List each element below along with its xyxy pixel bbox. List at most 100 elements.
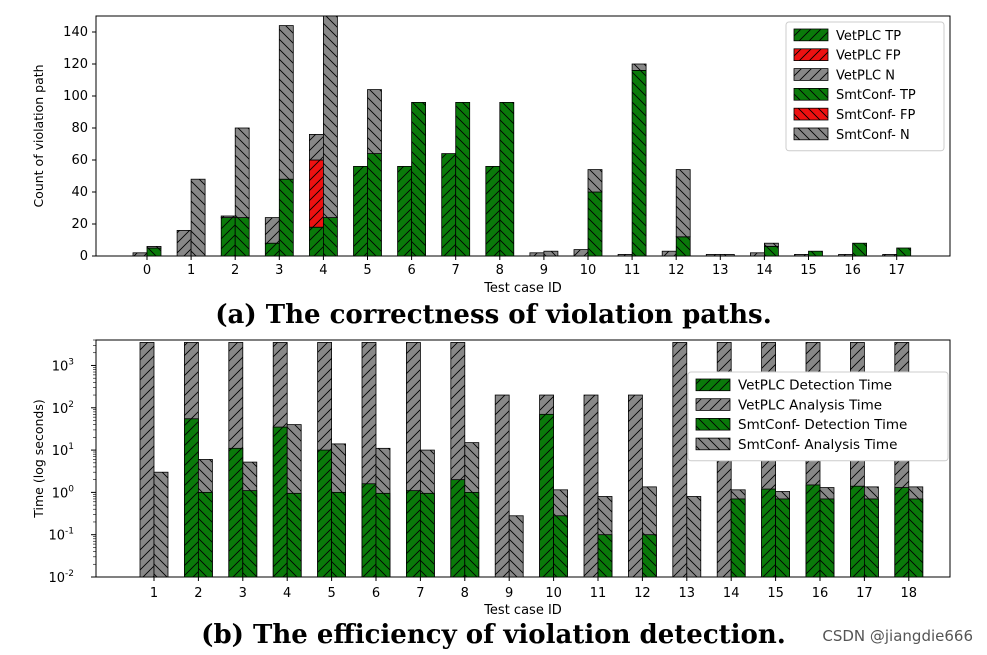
bar-b-vetplc-detection-hatch — [539, 414, 554, 577]
bar-b-smtconf-detection-hatch — [242, 490, 257, 577]
bar-a-smtconf-hatch — [323, 16, 338, 218]
x-tick-label-a: 13 — [712, 263, 729, 278]
x-tick-label-a: 11 — [624, 263, 641, 278]
legend-swatch-hatch — [794, 68, 828, 81]
bar-b-vetplc-detection-hatch — [362, 483, 376, 577]
y-tick-label-b: 101 — [52, 442, 74, 459]
legend-swatch-hatch — [794, 88, 828, 101]
bar-b-smtconf-analysis-hatch — [154, 472, 168, 577]
y-tick-label-a: 80 — [71, 121, 88, 136]
y-tick-label-a: 40 — [71, 185, 88, 200]
bar-b-vetplc-detection-hatch — [894, 487, 909, 577]
legend-label: VetPLC FP — [836, 49, 901, 64]
legend-swatch-hatch — [794, 128, 828, 140]
bar-b-vetplc-detection-hatch — [850, 486, 865, 577]
bar-b-vetplc-analysis-hatch — [584, 395, 598, 577]
x-tick-label-b: 15 — [767, 586, 784, 601]
bar-b-smtconf-detection-hatch — [420, 493, 435, 577]
bar-a-vetplc-hatch — [838, 254, 853, 256]
y-tick-label-a: 100 — [63, 89, 88, 104]
bar-a-smtconf-hatch — [367, 153, 382, 256]
legend-swatch-hatch — [696, 438, 730, 450]
bar-b-smtconf-analysis-hatch — [509, 515, 524, 577]
legend-swatch-hatch — [794, 29, 828, 41]
bar-b-smtconf-analysis-hatch — [686, 496, 701, 577]
bar-a-smtconf-hatch — [632, 64, 647, 71]
bar-a-smtconf-hatch — [147, 248, 161, 256]
bar-b-vetplc-detection-hatch — [761, 489, 776, 577]
bar-b-smtconf-detection-hatch — [908, 498, 923, 577]
bar-a-smtconf-hatch — [323, 217, 338, 256]
bar-a-vetplc-hatch — [265, 217, 280, 244]
x-axis-label-a: Test case ID — [483, 281, 562, 296]
x-tick-label-a: 9 — [540, 263, 548, 278]
bar-a-smtconf-hatch — [588, 169, 602, 192]
bar-a-smtconf-hatch — [764, 246, 779, 256]
x-tick-label-a: 17 — [888, 263, 905, 278]
bar-b-smtconf-detection-hatch — [553, 515, 568, 577]
bar-a-vetplc-hatch — [265, 243, 280, 256]
x-tick-label-b: 11 — [590, 586, 607, 601]
bar-b-vetplc-analysis-hatch — [140, 342, 154, 577]
legend-label: SmtConf- TP — [836, 88, 916, 103]
bar-a-vetplc-hatch — [706, 254, 721, 256]
bar-b-vetplc-detection-hatch — [406, 490, 421, 577]
x-tick-label-b: 10 — [545, 586, 562, 601]
legend-label: SmtConf- Analysis Time — [738, 437, 897, 453]
legend-label: SmtConf- FP — [836, 108, 915, 123]
legend-label: SmtConf- Detection Time — [738, 417, 907, 433]
y-tick-label-b: 10-1 — [48, 527, 74, 544]
legend-swatch-hatch — [696, 398, 730, 411]
bar-a-smtconf-hatch — [235, 128, 250, 218]
bar-a-smtconf-hatch — [279, 25, 294, 180]
bar-b-smtconf-detection-hatch — [731, 498, 746, 577]
x-tick-label-a: 12 — [668, 263, 685, 278]
x-tick-label-b: 16 — [812, 586, 829, 601]
bar-a-smtconf-hatch — [367, 89, 382, 154]
legend-b-frame — [687, 371, 949, 462]
caption-a: (a) The correctness of violation paths. — [215, 300, 772, 330]
bar-a-vetplc-hatch — [662, 251, 677, 256]
bar-a-smtconf-hatch — [720, 254, 735, 256]
bar-a-vetplc-hatch — [177, 230, 192, 256]
watermark: CSDN @jiangdie666 — [822, 627, 973, 645]
y-axis-label-a: Count of violation path — [31, 64, 46, 207]
bar-b-smtconf-detection-hatch — [376, 493, 390, 577]
x-tick-label-a: 4 — [319, 263, 327, 278]
bar-b-smtconf-detection-hatch — [820, 498, 834, 577]
x-tick-label-b: 1 — [150, 586, 158, 601]
bar-b-vetplc-detection-hatch — [317, 450, 332, 577]
bar-a-vetplc-hatch — [221, 216, 236, 218]
bar-b-smtconf-detection-hatch — [464, 492, 479, 577]
bar-a-vetplc-hatch — [309, 134, 324, 160]
y-axis-label-b: Time (log seconds) — [31, 399, 46, 518]
legend-a: VetPLC TP VetPLC FP VetPLC N SmtConf- TP Smt… — [785, 21, 945, 152]
legend-swatch-hatch — [794, 108, 828, 120]
x-tick-label-a: 1 — [187, 263, 195, 278]
bar-b-vetplc-detection-hatch — [228, 448, 243, 577]
bar-a-smtconf-hatch — [455, 102, 470, 257]
bar-a-smtconf-hatch — [676, 236, 691, 256]
x-tick-label-a: 10 — [580, 263, 597, 278]
x-tick-label-b: 18 — [901, 586, 918, 601]
bar-a-smtconf-hatch — [676, 169, 691, 237]
bar-b-smtconf-detection-hatch — [864, 498, 879, 577]
x-tick-label-b: 6 — [372, 586, 380, 601]
bar-a-vetplc-hatch — [485, 166, 500, 256]
bar-a-vetplc-hatch — [397, 166, 412, 256]
y-tick-label-b: 103 — [52, 357, 74, 374]
legend-b: VetPLC Detection Time VetPLC Analysis Tim… — [687, 371, 949, 462]
bar-a-smtconf-hatch — [764, 243, 779, 247]
legend-swatch-hatch — [794, 48, 828, 61]
bar-b-vetplc-analysis-hatch — [628, 395, 643, 577]
bar-b-vetplc-detection-hatch — [273, 427, 288, 577]
x-tick-label-a: 5 — [363, 263, 371, 278]
y-tick-label-b: 100 — [52, 484, 75, 501]
bar-a-smtconf-hatch — [279, 179, 294, 256]
bar-b-smtconf-detection-hatch — [287, 493, 302, 577]
bar-a-smtconf-hatch — [499, 102, 514, 257]
x-tick-label-a: 3 — [275, 263, 283, 278]
y-tick-label-a: 120 — [63, 57, 88, 72]
